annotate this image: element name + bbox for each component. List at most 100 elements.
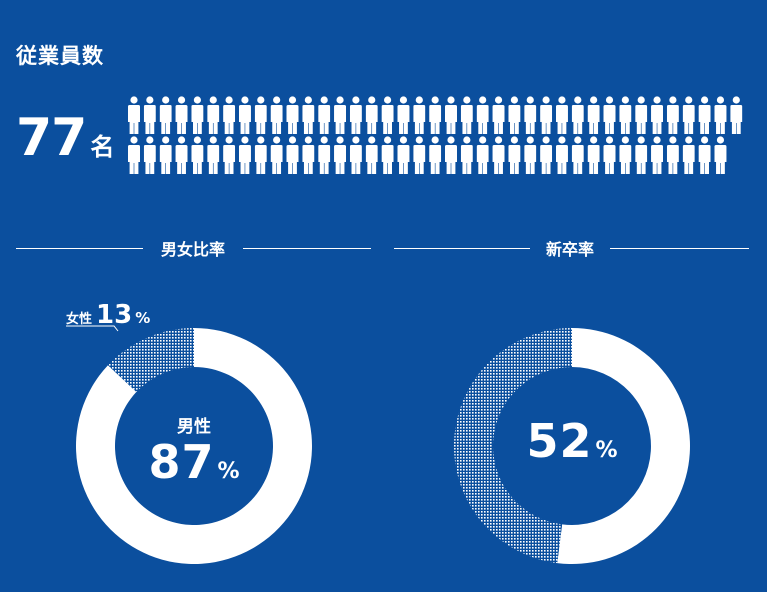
male-slice — [75, 328, 312, 564]
newgrad-rule-right — [610, 248, 749, 249]
person-icon — [635, 96, 648, 134]
newgrad-unit: % — [595, 438, 618, 463]
person-icon — [270, 136, 283, 174]
person-icon — [223, 96, 236, 134]
person-icon — [365, 136, 378, 174]
person-icon — [238, 96, 251, 134]
person-icon — [254, 136, 267, 174]
person-icon — [238, 136, 251, 174]
newgrad-donut-chart — [453, 328, 690, 564]
person-icon — [714, 136, 727, 174]
person-icon — [128, 96, 140, 134]
person-icon — [223, 136, 236, 174]
female-value: 13 — [96, 300, 133, 330]
male-center-label: 男性 87% — [134, 412, 254, 485]
person-icon — [349, 96, 362, 134]
person-icon — [254, 96, 267, 134]
person-icon — [555, 96, 568, 134]
person-icon — [619, 96, 632, 134]
person-icon — [714, 96, 727, 134]
person-icon — [492, 96, 505, 134]
gender-ratio-heading: 男女比率 — [160, 240, 225, 259]
person-icon — [128, 136, 140, 174]
female-unit: % — [135, 309, 151, 327]
newgrad-rule-left — [394, 248, 530, 249]
person-icon — [698, 136, 711, 174]
person-icon — [682, 136, 695, 174]
person-icon — [349, 136, 362, 174]
person-icon — [603, 136, 616, 174]
person-icon — [666, 136, 679, 174]
person-icon — [318, 96, 331, 134]
person-icon — [698, 96, 711, 134]
person-icon — [524, 96, 537, 134]
person-icon — [460, 136, 473, 174]
person-icon — [397, 136, 410, 174]
male-unit: % — [217, 459, 240, 484]
person-icon — [508, 136, 521, 174]
person-icon — [191, 96, 204, 134]
female-label: 女性 — [66, 312, 93, 327]
person-icon — [429, 136, 442, 174]
newgrad-rate-heading: 新卒率 — [545, 240, 594, 259]
gender-rule-left — [16, 248, 143, 249]
male-value: 87 — [148, 435, 215, 489]
person-icon — [445, 136, 457, 174]
person-icon — [476, 96, 489, 134]
person-icon — [540, 136, 553, 174]
person-icon — [445, 96, 457, 134]
gender-rule-right — [243, 248, 371, 249]
person-icon — [302, 96, 315, 134]
person-icon — [302, 136, 315, 174]
person-icon — [651, 136, 664, 174]
person-icon — [571, 96, 584, 134]
person-icon — [730, 96, 743, 134]
newgrad-value: 52 — [526, 414, 593, 468]
person-icon — [143, 136, 156, 174]
employee-icon-grid — [128, 96, 743, 174]
male-label: 男性 — [177, 417, 211, 437]
person-icon — [524, 136, 537, 174]
person-icon — [270, 96, 283, 134]
person-icon — [492, 136, 505, 174]
employee-count-unit: 名 — [90, 133, 115, 161]
person-icon — [508, 96, 521, 134]
person-icon — [619, 136, 632, 174]
female-callout: 女性 13% — [66, 300, 150, 330]
newgrad-center-label: 52% — [512, 418, 632, 464]
person-icon — [587, 96, 600, 134]
person-icon — [286, 96, 299, 134]
person-icon — [540, 96, 553, 134]
person-icon — [571, 136, 584, 174]
person-icon — [413, 136, 426, 174]
person-icon — [318, 136, 331, 174]
person-icon — [682, 96, 695, 134]
person-icon — [175, 96, 188, 134]
person-icon — [143, 96, 156, 134]
person-icon — [460, 96, 473, 134]
person-icon — [207, 136, 220, 174]
person-icon — [476, 136, 489, 174]
person-icon — [603, 96, 616, 134]
newgrad-slice — [557, 328, 690, 564]
person-icon — [365, 96, 378, 134]
person-icon — [635, 136, 648, 174]
person-icon — [413, 96, 426, 134]
employee-count-title: 従業員数 — [16, 44, 104, 68]
person-icon — [397, 96, 410, 134]
person-icon — [159, 136, 172, 174]
person-icon — [555, 136, 568, 174]
person-icon — [587, 136, 600, 174]
person-icon — [429, 96, 442, 134]
person-icon — [207, 96, 220, 134]
female-slice — [107, 328, 194, 392]
person-icon — [334, 96, 347, 134]
other-slice — [453, 328, 572, 564]
employee-count-value: 77 — [16, 108, 87, 168]
person-icon — [651, 96, 664, 134]
person-icon — [381, 96, 394, 134]
person-icon — [286, 136, 299, 174]
person-icon — [381, 136, 394, 174]
employee-count: 77 名 — [16, 112, 114, 164]
person-icon — [191, 136, 204, 174]
